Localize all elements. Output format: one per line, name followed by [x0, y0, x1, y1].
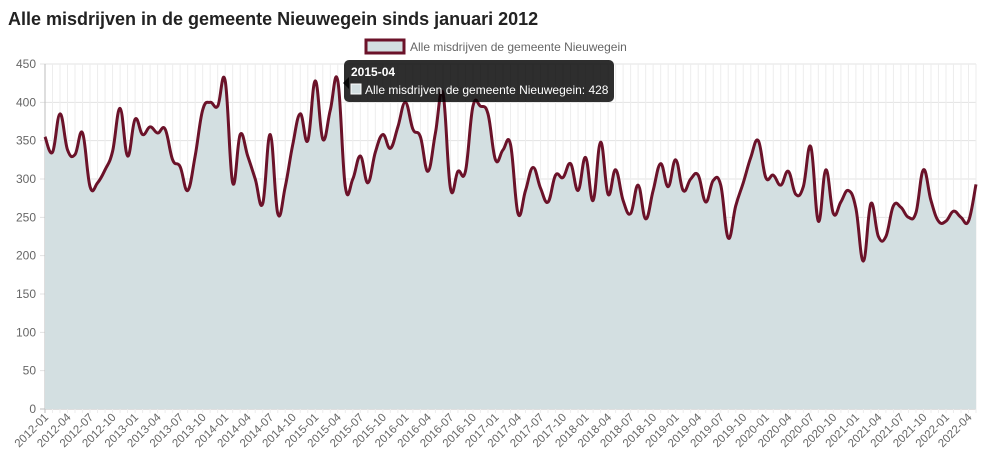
x-axis: 2012-012012-042012-072012-102013-012013-…: [13, 411, 975, 450]
tooltip-box: [344, 60, 614, 102]
tooltip-swatch: [350, 83, 362, 95]
tooltip: 2015-04 Alle misdrijven de gemeente Nieu…: [343, 60, 614, 102]
y-tick-label: 150: [16, 287, 36, 301]
y-tick-label: 400: [16, 95, 36, 109]
legend[interactable]: Alle misdrijven de gemeente Nieuwegein: [364, 38, 627, 55]
y-tick-label: 100: [16, 325, 36, 339]
y-tick-label: 450: [16, 57, 36, 71]
series-area-layer: [43, 75, 978, 410]
series-line[interactable]: [43, 75, 978, 263]
y-tick-label: 50: [23, 364, 37, 378]
tooltip-title: 2015-04: [351, 65, 395, 79]
y-tick-label: 300: [16, 172, 36, 186]
tooltip-label: Alle misdrijven de gemeente Nieuwegein: …: [365, 83, 609, 97]
y-tick-label: 350: [16, 134, 36, 148]
y-tick-label: 0: [29, 402, 36, 416]
y-axis: 0 50 100 150 200 250 300 350 400 450: [16, 57, 36, 416]
y-tick-label: 200: [16, 249, 36, 263]
series-area-fill: [45, 76, 976, 410]
legend-label[interactable]: Alle misdrijven de gemeente Nieuwegein: [410, 40, 627, 54]
legend-swatch[interactable]: [364, 38, 406, 55]
page-title: Alle misdrijven in de gemeente Nieuwegei…: [8, 9, 539, 29]
y-tick-label: 250: [16, 210, 36, 224]
